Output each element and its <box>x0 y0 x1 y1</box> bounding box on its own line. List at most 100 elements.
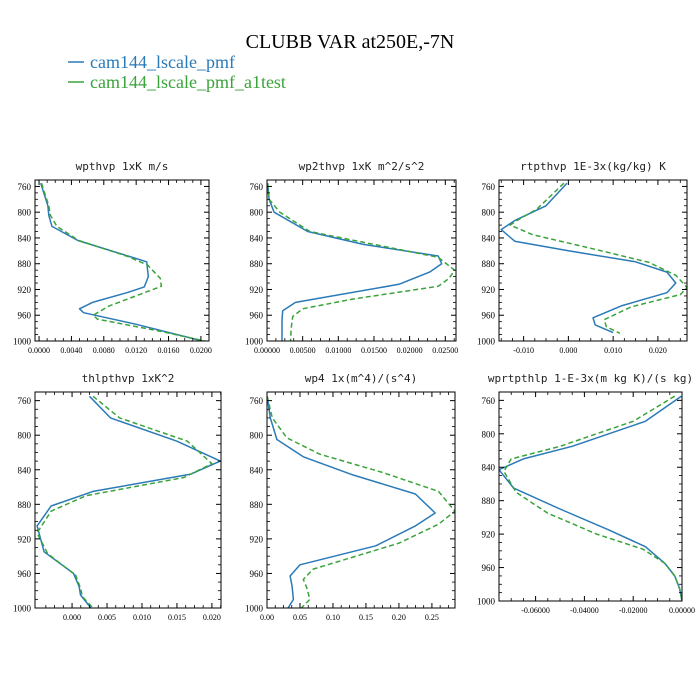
x-tick-label: 0.0160 <box>158 346 180 355</box>
x-tick-label: 0.0120 <box>125 346 147 355</box>
y-tick-label: 880 <box>250 500 264 510</box>
y-tick-label: 960 <box>18 311 32 321</box>
x-tick-label: 0.0080 <box>93 346 115 355</box>
panel-title: wp4 1x(m^4)/(s^4) <box>305 372 418 385</box>
series-line-cam144-lscale-pmf-a1test <box>267 396 455 608</box>
y-tick-label: 920 <box>250 285 264 295</box>
y-tick-label: 760 <box>250 396 264 406</box>
series-group <box>39 182 206 341</box>
panel-6: wprtpthlp 1-E-3x(m kg K)/(s kg) 760 800 840… <box>477 372 695 615</box>
plot-frame <box>34 391 222 609</box>
plot-frame <box>34 179 210 342</box>
x-tick-label: 0.05 <box>293 613 307 622</box>
x-tick-label: 0.20 <box>392 613 406 622</box>
x-tick-label: 0.02500 <box>432 346 458 355</box>
y-tick-label: 1000 <box>245 337 264 347</box>
y-tick-label: 840 <box>482 463 496 473</box>
panel-title: wpthvp 1xK m/s <box>76 160 169 173</box>
series-group <box>36 395 221 608</box>
y-tick-label: 920 <box>482 285 496 295</box>
y-tick-label: 800 <box>250 208 264 218</box>
series-line-cam144-lscale-pmf-a1test <box>509 182 687 334</box>
y-tick-label: 760 <box>482 182 496 192</box>
x-tick-label: 0.00000 <box>254 346 280 355</box>
series-line-cam144-lscale-pmf <box>39 182 203 341</box>
y-tick-label: 960 <box>250 311 264 321</box>
x-tick-label: 0.015 <box>168 613 186 622</box>
plot-frame <box>266 179 457 342</box>
y-tick-label: 840 <box>482 233 496 243</box>
panel-title: rtpthvp 1E-3x(kg/kg) K <box>520 160 666 173</box>
y-tick-label: 760 <box>18 182 32 192</box>
x-tick-label: 0.020 <box>203 613 221 622</box>
x-tick-label: 0.00500 <box>290 346 316 355</box>
y-tick-label: 800 <box>482 208 496 218</box>
x-tick-label: -0.02000 <box>619 606 648 615</box>
panel-title: wp2thvp 1xK m^2/s^2 <box>299 160 425 173</box>
panel-2: wp2thvp 1xK m^2/s^2 760 800 840 880 920 960 100… <box>245 160 458 355</box>
x-tick-label: 0.010 <box>133 613 151 622</box>
x-tick-label: -0.06000 <box>521 606 550 615</box>
x-tick-label: 0.01500 <box>361 346 387 355</box>
y-tick-label: 800 <box>482 429 496 439</box>
y-tick-label: 880 <box>18 500 32 510</box>
y-tick-label: 1000 <box>245 604 264 614</box>
panel-5: wp4 1x(m^4)/(s^4)76080084088092096010000… <box>245 372 456 622</box>
plot-frame <box>498 391 683 602</box>
y-tick-label: 920 <box>250 534 264 544</box>
y-tick-label: 880 <box>482 496 496 506</box>
panel-4: thlpthvp 1xK^2 760 800 840 880 920 960 1000 0.00… <box>13 372 222 622</box>
series-line-cam144-lscale-pmf-a1test <box>36 395 213 608</box>
y-tick-label: 960 <box>482 311 496 321</box>
x-tick-label: 0.00 <box>260 613 274 622</box>
x-tick-label: 0.10 <box>326 613 340 622</box>
x-tick-label: -0.04000 <box>570 606 599 615</box>
y-tick-label: 760 <box>250 182 264 192</box>
x-tick-label: 0.00000 <box>669 606 695 615</box>
y-tick-label: 760 <box>482 396 496 406</box>
x-tick-label: 0.15 <box>359 613 373 622</box>
plot-frame <box>266 391 456 609</box>
y-tick-label: 920 <box>18 534 32 544</box>
y-tick-label: 880 <box>18 259 32 269</box>
x-tick-label: 0.02000 <box>397 346 423 355</box>
panel-1: wpthvp 1xK m/s76080084088092096010000.00… <box>13 160 212 355</box>
y-tick-label: 800 <box>250 431 264 441</box>
y-tick-label: 840 <box>18 465 32 475</box>
y-tick-label: 1000 <box>477 337 496 347</box>
x-tick-label: 0.000 <box>559 346 577 355</box>
y-tick-label: 920 <box>482 530 496 540</box>
y-tick-label: 800 <box>18 431 32 441</box>
y-tick-label: 840 <box>250 465 264 475</box>
y-tick-label: 800 <box>18 208 32 218</box>
x-tick-label: 0.0040 <box>60 346 82 355</box>
y-tick-label: 1000 <box>13 604 32 614</box>
series-line-cam144-lscale-pmf-a1test <box>503 395 682 601</box>
series-group <box>500 182 687 334</box>
x-tick-label: 0.000 <box>63 613 81 622</box>
series-group <box>499 395 682 601</box>
y-tick-label: 840 <box>18 233 32 243</box>
x-tick-label: 0.0000 <box>28 346 50 355</box>
figure-title: CLUBB VAR at250E,-7N <box>246 31 455 53</box>
y-tick-label: 960 <box>250 569 264 579</box>
series-line-cam144-lscale-pmf <box>267 183 443 341</box>
series-line-cam144-lscale-pmf <box>500 182 677 334</box>
x-tick-label: 0.0200 <box>190 346 212 355</box>
x-tick-label: 0.005 <box>98 613 116 622</box>
series-line-cam144-lscale-pmf-a1test <box>40 182 206 341</box>
x-tick-label: 0.25 <box>425 613 439 622</box>
legend: cam144_lscale_pmf cam144_lscale_pmf_a1te… <box>68 52 286 92</box>
plot-frame <box>498 179 688 342</box>
y-tick-label: 840 <box>250 233 264 243</box>
series-line-cam144-lscale-pmf-a1test <box>267 183 456 341</box>
legend-label-cam144-lscale-pmf-a1test: cam144_lscale_pmf_a1test <box>90 72 286 92</box>
y-tick-label: 880 <box>250 259 264 269</box>
y-tick-label: 760 <box>18 396 32 406</box>
y-tick-label: 1000 <box>13 337 32 347</box>
y-tick-label: 1000 <box>477 597 496 607</box>
x-tick-label: 0.010 <box>604 346 622 355</box>
series-line-cam144-lscale-pmf <box>267 396 436 608</box>
